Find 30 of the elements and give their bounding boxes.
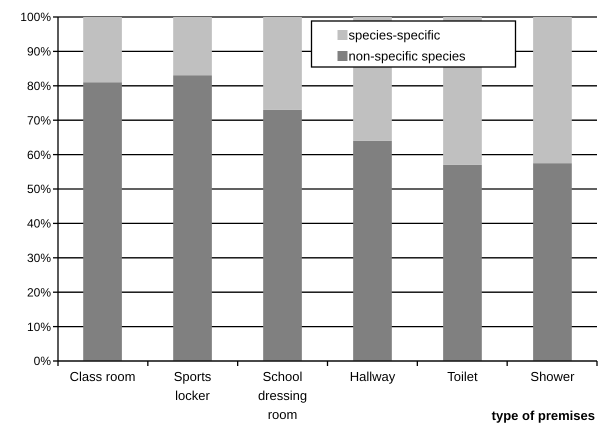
bar [173, 17, 212, 76]
x-tick-label: Class room [70, 369, 136, 384]
y-tick-label: 70% [26, 113, 52, 128]
x-axis-title: type of premises [492, 408, 595, 423]
x-tick-label: Shower [530, 369, 576, 384]
y-tick-label: 100% [20, 10, 52, 24]
x-tick-label: Toilet [447, 369, 478, 384]
bar [83, 82, 122, 361]
y-tick-label: 90% [26, 44, 52, 59]
bar [263, 110, 302, 361]
bar [83, 17, 122, 82]
y-tick-label: 50% [26, 182, 52, 196]
y-tick-label: 80% [26, 79, 52, 93]
y-tick-label: 10% [26, 320, 52, 334]
bar [263, 17, 302, 110]
bar [353, 140, 392, 361]
y-tick-label: 60% [26, 148, 52, 162]
bar [173, 75, 212, 361]
y-tick-label: 20% [26, 285, 52, 300]
x-tick-label: Hallway [350, 369, 396, 384]
x-tick-label: Sports locker [174, 369, 212, 403]
y-tick-label: 30% [26, 251, 52, 265]
y-tick-label: 40% [26, 216, 52, 231]
legend-label: species-specific [348, 28, 441, 43]
x-tick-label: School dressing room [258, 369, 308, 422]
bar [533, 17, 572, 164]
bar [443, 164, 482, 361]
bar [533, 163, 572, 361]
y-tick-label: 0% [34, 354, 52, 368]
legend-label: non-specific species [348, 48, 466, 64]
